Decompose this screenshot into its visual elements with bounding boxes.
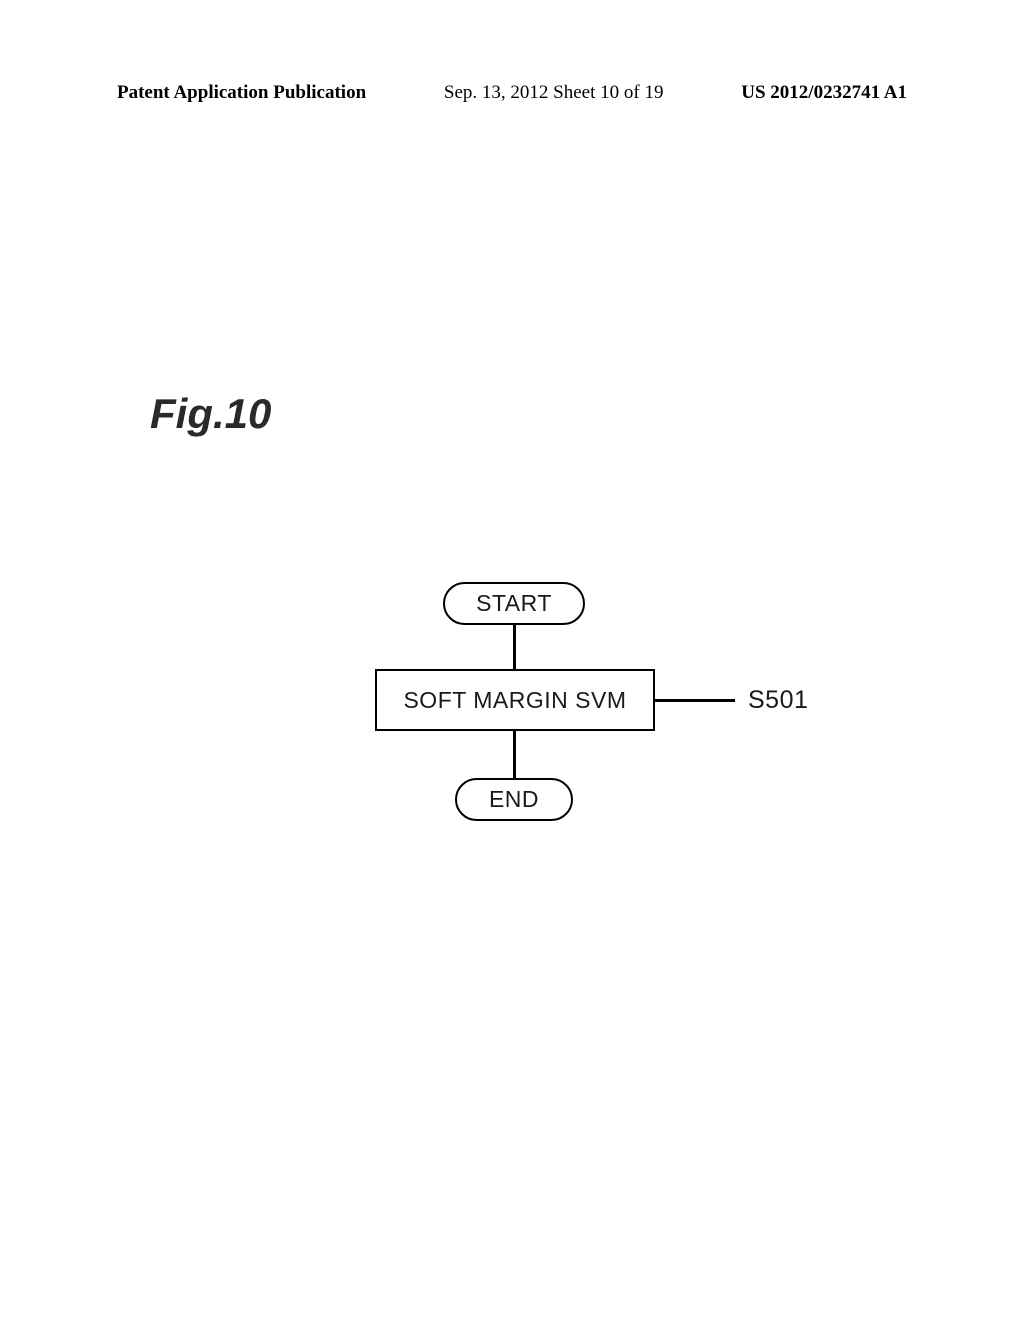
page-header-inner: Patent Application Publication Sep. 13, … [117,82,907,104]
flowchart-process-label: SOFT MARGIN SVM [403,687,626,714]
flowchart: START SOFT MARGIN SVM S501 END [0,582,1024,842]
flowchart-end-label: END [489,786,539,813]
header-date-sheet: Sep. 13, 2012 Sheet 10 of 19 [444,82,664,104]
flowchart-edge-proc-to-end [513,731,516,778]
flowchart-step-label: S501 [748,686,808,715]
flowchart-callout-line [655,699,735,702]
flowchart-process-node: SOFT MARGIN SVM [375,669,655,731]
header-doc-number: US 2012/0232741 A1 [741,82,907,104]
flowchart-end-node: END [455,778,573,821]
figure-label: Fig.10 [150,390,271,438]
flowchart-edge-start-to-proc [513,625,516,669]
flowchart-start-node: START [443,582,585,625]
flowchart-start-label: START [476,590,552,617]
header-publication: Patent Application Publication [117,82,366,104]
page-header: Patent Application Publication Sep. 13, … [0,82,1024,104]
